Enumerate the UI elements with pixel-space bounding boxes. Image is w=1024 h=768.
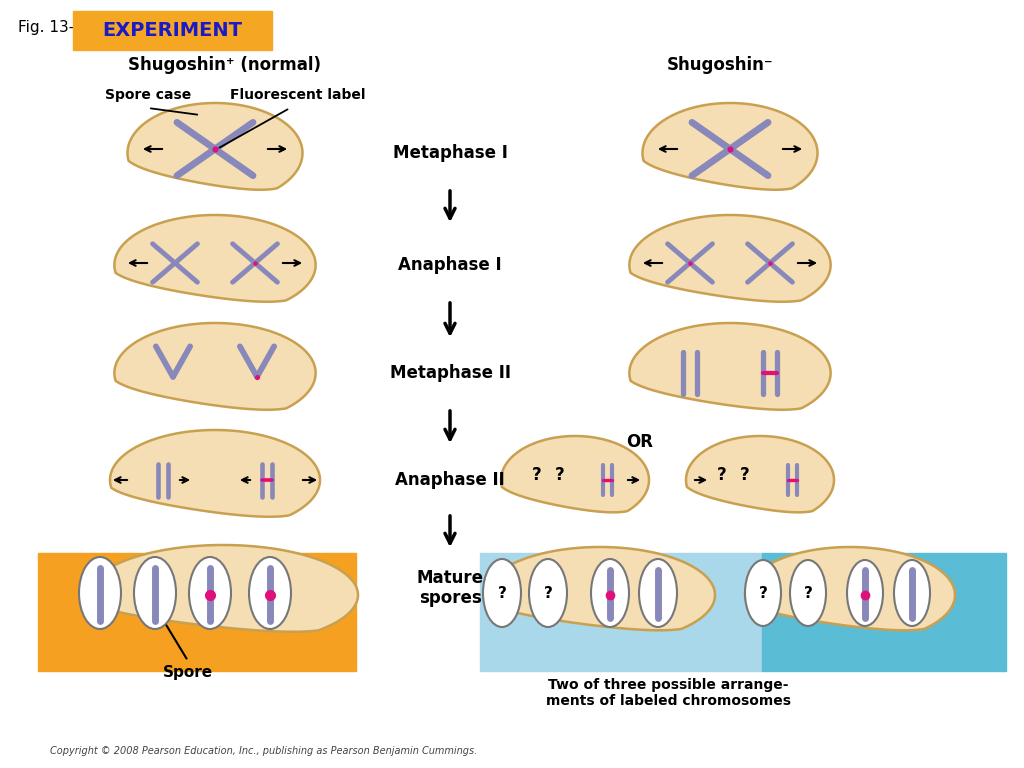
Text: Fluorescent label: Fluorescent label — [230, 88, 366, 102]
Text: Anaphase I: Anaphase I — [398, 256, 502, 274]
Text: Shugoshin⁺ (normal): Shugoshin⁺ (normal) — [128, 56, 322, 74]
Text: Spore: Spore — [163, 665, 213, 680]
Polygon shape — [686, 436, 834, 512]
Text: ?: ? — [532, 466, 542, 484]
Ellipse shape — [591, 559, 629, 627]
Ellipse shape — [639, 559, 677, 627]
Polygon shape — [501, 436, 649, 512]
Polygon shape — [642, 103, 817, 190]
Ellipse shape — [189, 557, 231, 629]
Ellipse shape — [894, 560, 930, 626]
Text: Spore case: Spore case — [104, 88, 191, 102]
FancyBboxPatch shape — [762, 553, 1006, 671]
Polygon shape — [630, 323, 830, 410]
FancyBboxPatch shape — [38, 553, 356, 671]
FancyBboxPatch shape — [480, 553, 762, 671]
Text: Mature
spores: Mature spores — [417, 568, 483, 607]
Text: ?: ? — [555, 466, 565, 484]
Text: ?: ? — [544, 585, 552, 601]
Text: Shugoshin⁻: Shugoshin⁻ — [667, 56, 773, 74]
Polygon shape — [88, 545, 358, 632]
Text: Anaphase II: Anaphase II — [395, 471, 505, 489]
Text: Metaphase I: Metaphase I — [392, 144, 508, 162]
Text: EXPERIMENT: EXPERIMENT — [102, 22, 242, 41]
Text: Fig. 13-10a: Fig. 13-10a — [18, 20, 102, 35]
Polygon shape — [485, 547, 715, 631]
Text: OR: OR — [627, 433, 653, 451]
Polygon shape — [745, 547, 955, 631]
Text: Two of three possible arrange-
ments of labeled chromosomes: Two of three possible arrange- ments of … — [546, 678, 791, 708]
Polygon shape — [115, 215, 315, 302]
Ellipse shape — [249, 557, 291, 629]
Polygon shape — [630, 215, 830, 302]
Ellipse shape — [79, 557, 121, 629]
Text: ?: ? — [740, 466, 750, 484]
Text: Copyright © 2008 Pearson Education, Inc., publishing as Pearson Benjamin Cumming: Copyright © 2008 Pearson Education, Inc.… — [50, 746, 477, 756]
Text: ?: ? — [498, 585, 507, 601]
Ellipse shape — [790, 560, 826, 626]
Ellipse shape — [847, 560, 883, 626]
Ellipse shape — [745, 560, 781, 626]
Text: Metaphase II: Metaphase II — [389, 364, 511, 382]
Ellipse shape — [529, 559, 567, 627]
Text: ?: ? — [759, 585, 767, 601]
Ellipse shape — [483, 559, 521, 627]
Polygon shape — [110, 430, 319, 517]
Polygon shape — [115, 323, 315, 410]
Text: ?: ? — [804, 585, 812, 601]
Polygon shape — [128, 103, 302, 190]
Ellipse shape — [134, 557, 176, 629]
FancyBboxPatch shape — [73, 11, 272, 50]
Text: ?: ? — [717, 466, 727, 484]
